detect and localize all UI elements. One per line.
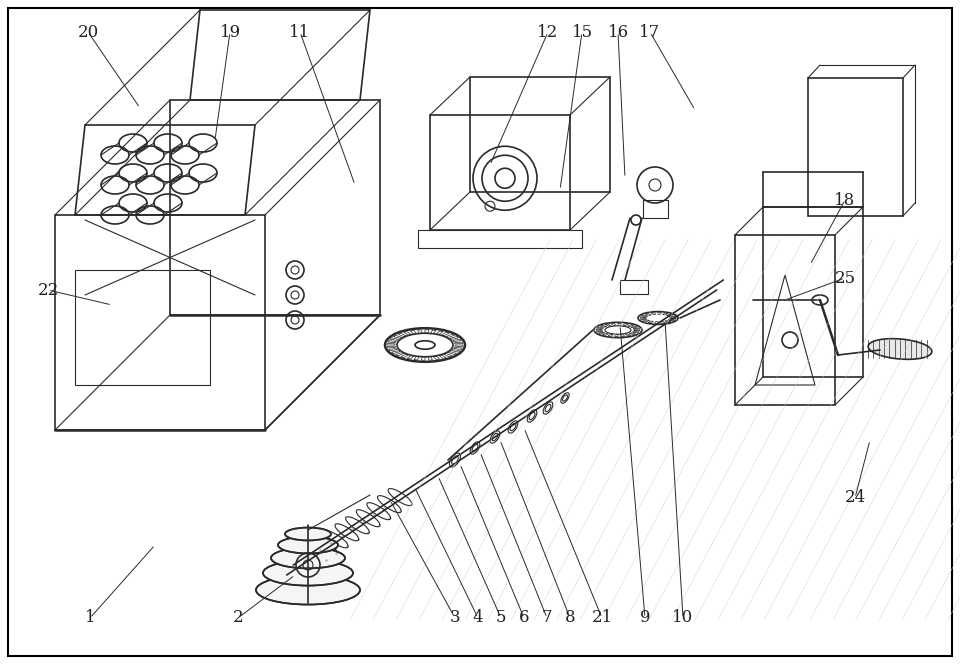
Text: 6: 6 bbox=[518, 610, 529, 627]
Text: 15: 15 bbox=[571, 23, 592, 41]
Text: 20: 20 bbox=[78, 23, 99, 41]
Text: 16: 16 bbox=[608, 23, 629, 41]
Text: 12: 12 bbox=[538, 23, 559, 41]
Ellipse shape bbox=[285, 528, 331, 540]
Text: 8: 8 bbox=[564, 610, 575, 627]
Ellipse shape bbox=[263, 560, 353, 586]
Text: 18: 18 bbox=[834, 191, 855, 208]
Ellipse shape bbox=[271, 548, 345, 568]
Text: 17: 17 bbox=[639, 23, 660, 41]
Text: 7: 7 bbox=[541, 610, 552, 627]
Bar bbox=[808, 78, 903, 216]
Ellipse shape bbox=[868, 339, 932, 359]
Text: 3: 3 bbox=[449, 610, 460, 627]
Text: 22: 22 bbox=[37, 282, 59, 299]
Bar bbox=[418, 230, 582, 248]
Text: 21: 21 bbox=[591, 610, 612, 627]
Text: 11: 11 bbox=[289, 23, 311, 41]
Text: 25: 25 bbox=[834, 270, 855, 286]
Text: 19: 19 bbox=[220, 23, 241, 41]
Bar bbox=[620, 280, 648, 294]
Bar bbox=[643, 200, 668, 218]
Text: 24: 24 bbox=[845, 489, 866, 507]
Text: 4: 4 bbox=[472, 610, 483, 627]
Ellipse shape bbox=[256, 576, 360, 604]
Text: 5: 5 bbox=[495, 610, 506, 627]
Text: 1: 1 bbox=[84, 610, 95, 627]
Bar bbox=[75, 270, 210, 385]
Text: 10: 10 bbox=[672, 610, 694, 627]
Ellipse shape bbox=[278, 537, 338, 553]
Text: 2: 2 bbox=[232, 610, 243, 627]
Text: 9: 9 bbox=[639, 610, 650, 627]
